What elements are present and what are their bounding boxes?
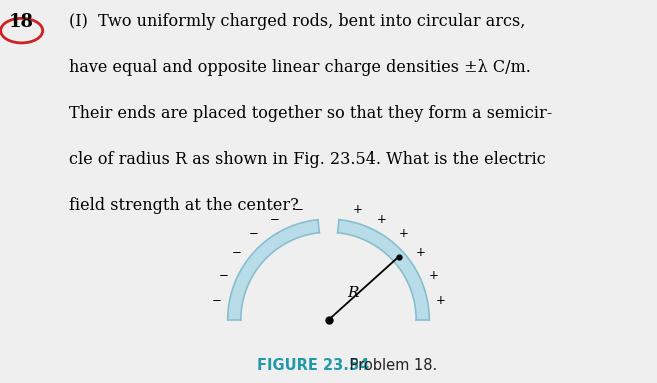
Text: +: + xyxy=(398,228,408,241)
Text: +: + xyxy=(416,247,426,259)
Text: cle of radius R as shown in Fig. 23.54. What is the electric: cle of radius R as shown in Fig. 23.54. … xyxy=(69,151,546,168)
Text: +: + xyxy=(436,294,445,307)
Text: Problem 18.: Problem 18. xyxy=(345,358,437,373)
Text: +: + xyxy=(377,213,387,226)
Text: 18: 18 xyxy=(9,13,34,31)
Text: field strength at the center?: field strength at the center? xyxy=(69,197,299,214)
Text: FIGURE 23.54: FIGURE 23.54 xyxy=(258,358,369,373)
Polygon shape xyxy=(338,220,429,320)
Polygon shape xyxy=(228,220,319,320)
Text: −: − xyxy=(270,213,280,226)
Text: −: − xyxy=(212,294,221,307)
Text: +: + xyxy=(353,203,363,216)
Text: −: − xyxy=(231,247,241,259)
Text: (I)  Two uniformly charged rods, bent into circular arcs,: (I) Two uniformly charged rods, bent int… xyxy=(69,13,526,30)
Text: −: − xyxy=(219,269,229,282)
Text: −: − xyxy=(249,228,259,241)
Text: have equal and opposite linear charge densities ±λ C/m.: have equal and opposite linear charge de… xyxy=(69,59,531,76)
Text: +: + xyxy=(428,269,438,282)
Text: R: R xyxy=(348,286,359,300)
Text: Their ends are placed together so that they form a semicir-: Their ends are placed together so that t… xyxy=(69,105,553,122)
Text: −: − xyxy=(294,203,304,216)
